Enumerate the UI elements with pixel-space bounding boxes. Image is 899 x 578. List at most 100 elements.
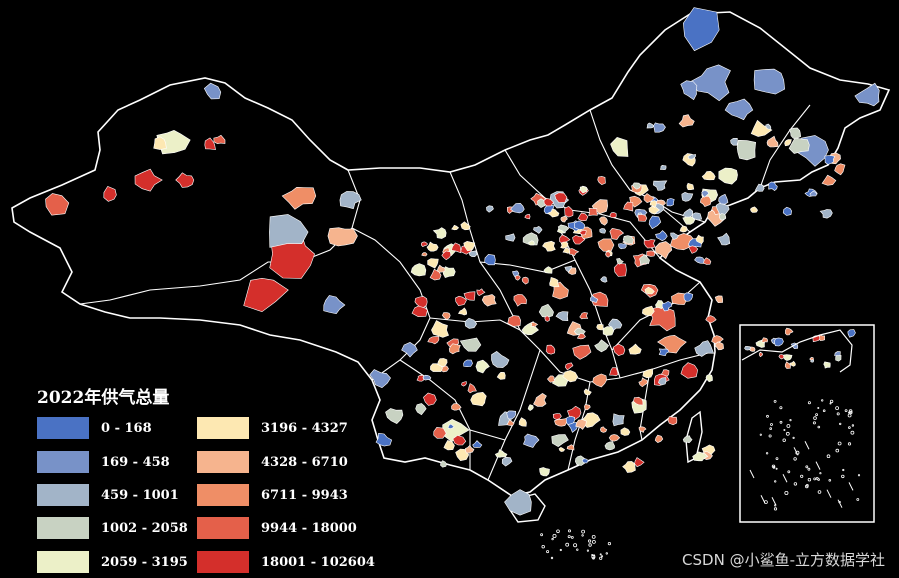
island-dot [807,467,811,471]
map-region [718,167,738,185]
island-dot [765,452,769,455]
province-boundary [429,317,713,383]
map-region [681,191,694,202]
map-region [451,224,460,231]
map-region [682,435,693,444]
map-region [579,185,588,194]
island-dot [605,552,609,555]
island-dot [821,399,824,402]
map-region [451,242,462,254]
map-region [458,307,468,316]
island-dot [817,425,821,429]
maritime-dash [815,461,821,470]
map-region [616,257,624,265]
map-region [788,137,810,154]
map-region [620,427,631,436]
map-region [204,137,216,151]
map-region [823,361,831,369]
maritime-dash [848,482,854,491]
legend-label: 169 - 458 [101,454,170,470]
map-region [658,377,667,386]
map-region [564,206,574,218]
map-region [692,451,709,462]
map-region [103,186,117,202]
map-region [682,216,696,225]
map-region [703,257,712,265]
map-region [467,383,477,394]
map-region [784,361,791,369]
map-region [465,445,475,454]
map-region [599,228,607,234]
map-region [600,276,608,283]
map-region [546,375,556,383]
map-region [427,336,440,345]
map-region [583,388,592,396]
island-dot [800,474,804,478]
map-region [652,180,668,191]
island-dot [851,424,855,427]
island-dot [775,467,778,470]
legend-item: 459 - 1001 [37,484,179,506]
map-region [542,240,556,252]
map-region [835,355,842,362]
map-region [724,98,754,121]
map-region [523,433,540,448]
map-region [686,182,695,190]
island-dot [592,556,595,560]
map-region [461,381,467,387]
map-region [605,251,612,258]
island-dot [844,409,848,413]
legend-label: 4328 - 6710 [261,454,348,470]
map-region [506,410,517,420]
map-region [484,253,496,266]
map-region [243,277,289,313]
map-region [584,404,591,411]
island-dot [573,543,578,548]
map-region [639,254,650,266]
island-dot [837,441,842,446]
map-region [443,440,455,451]
map-region [654,434,664,443]
map-region [567,267,577,275]
island-dot [848,409,853,413]
island-dot [835,448,840,453]
island-dot [600,555,604,558]
map-region [604,441,615,451]
map-region [719,213,727,221]
map-region [785,327,794,336]
legend-item: 4328 - 6710 [197,451,348,473]
island-dot [782,438,786,442]
map-region [596,323,605,331]
map-region [510,202,525,214]
maritime-dash [749,469,755,479]
island-dot [822,409,826,413]
map-region [560,241,569,249]
map-region [680,80,698,101]
map-region [558,446,566,452]
map-region [579,312,589,320]
island-dot [817,490,822,494]
map-region [653,122,666,133]
map-region [643,239,656,249]
map-region [427,258,439,269]
island-dot [829,402,832,405]
map-region [463,291,476,301]
island-dot [828,478,832,482]
map-region [557,224,570,234]
map-region [323,295,346,315]
map-region [451,403,462,411]
map-region [431,320,449,338]
south-sea-islands [540,329,861,560]
province-boundary [449,171,521,331]
map-region [470,391,487,407]
island-dot [850,430,855,435]
map-region [552,413,562,421]
map-region [375,432,393,447]
island-dot [570,536,574,539]
map-region [339,191,362,210]
island-dot [792,436,795,439]
island-dot [856,498,860,501]
island-dot [567,535,571,539]
island-dot [826,454,831,459]
